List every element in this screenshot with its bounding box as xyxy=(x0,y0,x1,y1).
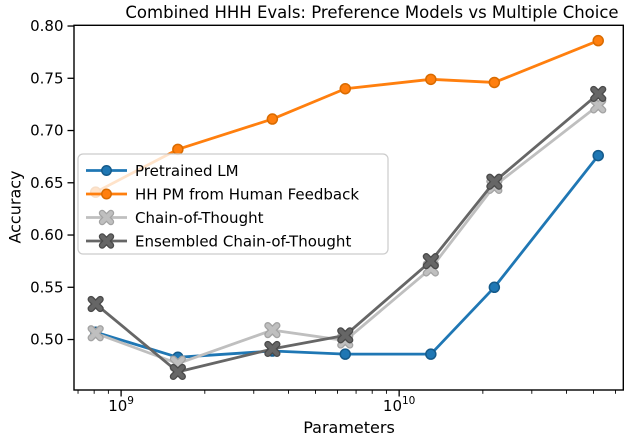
y-axis-label: Accuracy xyxy=(5,170,25,244)
y-tick-label: 0.75 xyxy=(30,69,63,87)
data-point-fill xyxy=(487,174,502,189)
y-tick-label: 0.50 xyxy=(30,331,63,349)
data-point-pretrained-lm xyxy=(592,149,604,162)
legend-item-ensembled-chain-of-thought: Ensembled Chain-of-Thought xyxy=(86,233,351,251)
data-point-fill xyxy=(88,297,103,311)
legend-label: HH PM from Human Feedback xyxy=(135,186,359,204)
data-point-pretrained-lm xyxy=(425,348,437,360)
y-tick-label: 0.80 xyxy=(30,17,63,35)
data-point-fill xyxy=(591,87,606,101)
y-tick-label: 0.65 xyxy=(30,174,63,192)
data-point-fill xyxy=(100,234,113,248)
x-axis-label: Parameters xyxy=(303,418,395,437)
data-point-hh-pm-from-human-feedback xyxy=(488,76,501,89)
x-tick-label: 109 xyxy=(108,395,134,415)
legend-label: Ensembled Chain-of-Thought xyxy=(135,233,351,251)
data-point-hh-pm-from-human-feedback xyxy=(339,82,352,95)
x-tick-label: 1010 xyxy=(383,395,415,415)
data-point-hh-pm-from-human-feedback xyxy=(425,73,437,86)
legend-item-chain-of-thought: Chain-of-Thought xyxy=(86,209,264,227)
data-point-fill xyxy=(338,328,353,343)
series-ensembled-chain-of-thought xyxy=(87,85,607,381)
legend-item-hh-pm-from-human-feedback: HH PM from Human Feedback xyxy=(86,186,359,204)
y-tick-label: 0.60 xyxy=(30,226,63,244)
plot-border xyxy=(73,24,624,391)
data-point-fill xyxy=(171,365,185,379)
data-point-pretrained-lm xyxy=(339,348,352,360)
chart-title: Combined HHH Evals: Preference Models vs… xyxy=(125,3,619,22)
data-point-fill xyxy=(265,342,280,356)
legend-label: Chain-of-Thought xyxy=(135,209,264,227)
legend-item-pretrained-lm: Pretrained LM xyxy=(86,162,239,180)
data-point-pretrained-lm xyxy=(488,281,501,294)
data-point-pretrained-lm xyxy=(101,165,112,176)
data-point-fill xyxy=(100,211,113,224)
data-point-hh-pm-from-human-feedback xyxy=(172,143,184,156)
legend-box xyxy=(77,153,389,255)
data-point-fill xyxy=(265,323,280,337)
axes: 0.50 0.55 0.60 0.65 0.70 0.75 0.80 109 1010 xyxy=(30,17,624,415)
legend: Pretrained LM HH PM from Human Feedback Ch… xyxy=(77,153,389,255)
data-point-fill xyxy=(424,254,438,268)
data-point-hh-pm-from-human-feedback xyxy=(101,188,112,200)
y-tick-label: 0.70 xyxy=(30,122,63,140)
legend-label: Pretrained LM xyxy=(135,162,239,180)
y-tick-label: 0.55 xyxy=(30,278,63,296)
data-point-hh-pm-from-human-feedback xyxy=(266,113,279,125)
data-point-hh-pm-from-human-feedback xyxy=(592,34,604,47)
data-point-fill xyxy=(88,326,103,341)
data-point-fill xyxy=(591,98,606,113)
